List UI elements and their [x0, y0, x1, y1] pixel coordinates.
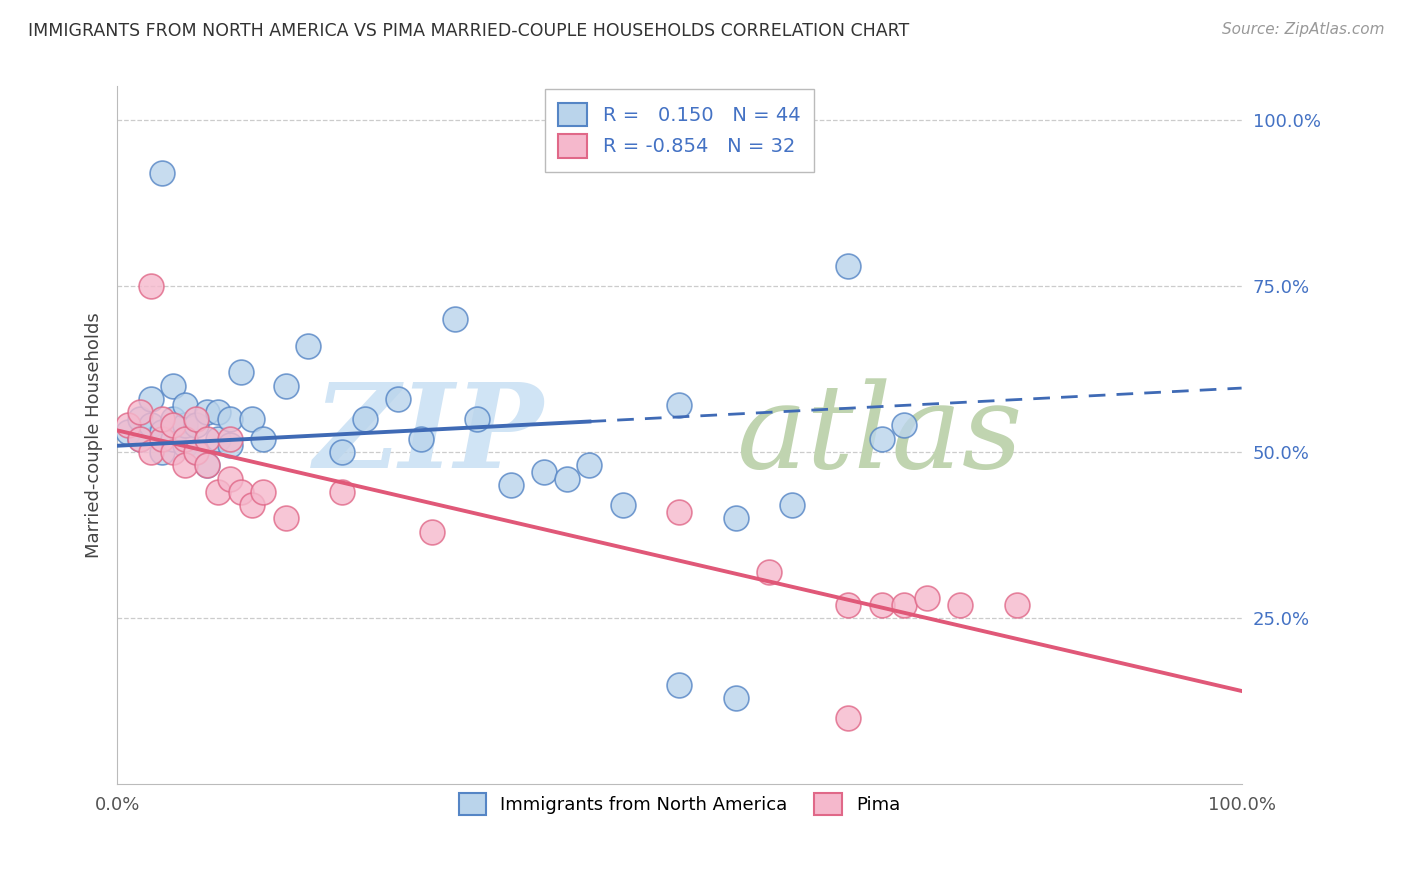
- Y-axis label: Married-couple Households: Married-couple Households: [86, 312, 103, 558]
- Point: [893, 418, 915, 433]
- Point: [207, 484, 229, 499]
- Point: [837, 711, 859, 725]
- Point: [150, 411, 173, 425]
- Point: [184, 445, 207, 459]
- Point: [184, 445, 207, 459]
- Point: [612, 498, 634, 512]
- Legend: Immigrants from North America, Pima: Immigrants from North America, Pima: [450, 784, 910, 824]
- Point: [117, 425, 139, 439]
- Point: [195, 458, 218, 473]
- Point: [173, 418, 195, 433]
- Point: [162, 445, 184, 459]
- Point: [128, 432, 150, 446]
- Point: [409, 432, 432, 446]
- Point: [252, 432, 274, 446]
- Point: [139, 392, 162, 406]
- Point: [162, 378, 184, 392]
- Point: [218, 472, 240, 486]
- Point: [173, 458, 195, 473]
- Point: [533, 465, 555, 479]
- Point: [240, 411, 263, 425]
- Point: [837, 598, 859, 612]
- Point: [150, 425, 173, 439]
- Point: [465, 411, 488, 425]
- Point: [173, 399, 195, 413]
- Point: [274, 511, 297, 525]
- Point: [252, 484, 274, 499]
- Point: [229, 484, 252, 499]
- Point: [128, 405, 150, 419]
- Point: [139, 278, 162, 293]
- Point: [218, 438, 240, 452]
- Point: [218, 432, 240, 446]
- Point: [724, 691, 747, 706]
- Point: [837, 259, 859, 273]
- Point: [128, 432, 150, 446]
- Point: [387, 392, 409, 406]
- Point: [229, 365, 252, 379]
- Point: [184, 418, 207, 433]
- Point: [162, 432, 184, 446]
- Point: [195, 405, 218, 419]
- Point: [893, 598, 915, 612]
- Point: [218, 411, 240, 425]
- Point: [353, 411, 375, 425]
- Point: [195, 432, 218, 446]
- Point: [139, 418, 162, 433]
- Point: [150, 445, 173, 459]
- Point: [499, 478, 522, 492]
- Point: [207, 432, 229, 446]
- Point: [668, 678, 690, 692]
- Point: [173, 432, 195, 446]
- Point: [555, 472, 578, 486]
- Point: [150, 166, 173, 180]
- Point: [162, 411, 184, 425]
- Point: [758, 565, 780, 579]
- Point: [240, 498, 263, 512]
- Point: [668, 505, 690, 519]
- Point: [207, 405, 229, 419]
- Point: [443, 312, 465, 326]
- Point: [150, 432, 173, 446]
- Point: [330, 445, 353, 459]
- Point: [330, 484, 353, 499]
- Point: [139, 445, 162, 459]
- Point: [780, 498, 803, 512]
- Text: atlas: atlas: [735, 378, 1022, 492]
- Point: [668, 399, 690, 413]
- Point: [184, 411, 207, 425]
- Point: [420, 524, 443, 539]
- Text: IMMIGRANTS FROM NORTH AMERICA VS PIMA MARRIED-COUPLE HOUSEHOLDS CORRELATION CHAR: IMMIGRANTS FROM NORTH AMERICA VS PIMA MA…: [28, 22, 910, 40]
- Point: [578, 458, 600, 473]
- Point: [173, 438, 195, 452]
- Point: [162, 418, 184, 433]
- Point: [274, 378, 297, 392]
- Point: [915, 591, 938, 606]
- Point: [195, 458, 218, 473]
- Point: [1005, 598, 1028, 612]
- Point: [724, 511, 747, 525]
- Point: [949, 598, 972, 612]
- Point: [117, 418, 139, 433]
- Point: [297, 338, 319, 352]
- Text: Source: ZipAtlas.com: Source: ZipAtlas.com: [1222, 22, 1385, 37]
- Text: ZIP: ZIP: [315, 378, 544, 493]
- Point: [128, 411, 150, 425]
- Point: [870, 598, 893, 612]
- Point: [870, 432, 893, 446]
